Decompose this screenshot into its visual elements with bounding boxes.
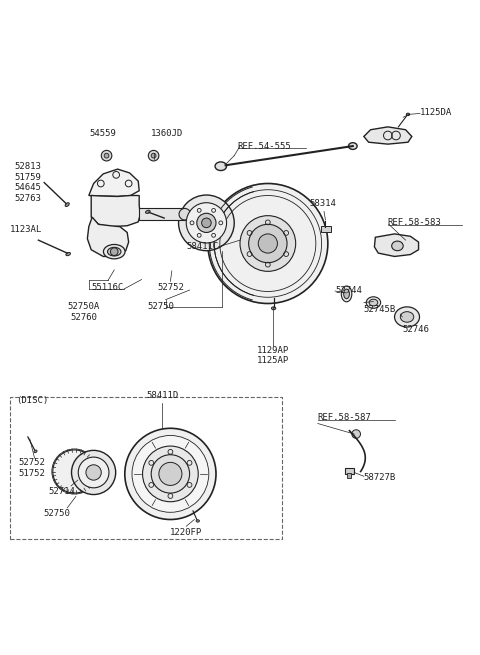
Ellipse shape [369, 299, 378, 306]
Text: 52752: 52752 [157, 284, 184, 292]
Ellipse shape [348, 143, 357, 149]
Circle shape [125, 428, 216, 519]
Circle shape [78, 457, 109, 488]
Ellipse shape [341, 286, 352, 302]
Circle shape [197, 214, 216, 233]
Text: 52813
51759
54645
52763: 52813 51759 54645 52763 [14, 162, 41, 203]
Circle shape [132, 436, 209, 512]
Circle shape [186, 202, 227, 243]
Circle shape [104, 153, 109, 158]
Text: 52752
51752: 52752 51752 [18, 458, 45, 477]
Text: 52746: 52746 [402, 326, 429, 335]
Circle shape [352, 430, 360, 438]
Text: 52744: 52744 [335, 286, 362, 295]
Text: 52750: 52750 [43, 509, 70, 518]
Text: REF.58-583: REF.58-583 [388, 218, 442, 227]
Text: 54559: 54559 [90, 129, 117, 138]
Circle shape [101, 151, 112, 161]
Circle shape [159, 462, 182, 485]
Ellipse shape [145, 210, 150, 214]
Circle shape [86, 465, 101, 480]
Polygon shape [364, 127, 412, 144]
Ellipse shape [108, 248, 121, 256]
Ellipse shape [392, 241, 403, 251]
Circle shape [151, 455, 190, 493]
Circle shape [148, 151, 159, 161]
Ellipse shape [400, 312, 414, 322]
Ellipse shape [66, 252, 71, 255]
Text: 58314: 58314 [309, 200, 336, 208]
Polygon shape [91, 195, 140, 227]
Text: 1125DA: 1125DA [420, 108, 452, 117]
Bar [347, 474, 351, 478]
Ellipse shape [34, 450, 37, 453]
Ellipse shape [344, 289, 349, 299]
Circle shape [179, 208, 191, 220]
Text: 58727B: 58727B [364, 473, 396, 482]
Circle shape [202, 218, 211, 228]
Bar [345, 468, 354, 474]
Text: 1220FP: 1220FP [170, 528, 203, 537]
Ellipse shape [104, 244, 125, 259]
Circle shape [240, 215, 296, 271]
Text: 58411D: 58411D [146, 392, 179, 400]
Text: 55116C: 55116C [92, 284, 124, 292]
Circle shape [258, 234, 277, 253]
Circle shape [208, 183, 328, 303]
Text: 52750: 52750 [147, 302, 174, 311]
Text: REF.54-555: REF.54-555 [238, 141, 291, 151]
Ellipse shape [215, 162, 227, 170]
Bar [139, 208, 185, 220]
Text: 1360JD: 1360JD [151, 129, 183, 138]
Ellipse shape [406, 113, 410, 115]
Text: 52745B: 52745B [364, 305, 396, 314]
Bar [321, 226, 331, 231]
Circle shape [143, 446, 198, 502]
Text: 52714: 52714 [48, 487, 75, 496]
Text: 52750A
52760: 52750A 52760 [68, 302, 100, 322]
Text: 1129AP
1125AP: 1129AP 1125AP [256, 346, 289, 365]
Polygon shape [374, 234, 419, 257]
Circle shape [72, 451, 116, 495]
Circle shape [110, 248, 118, 255]
Circle shape [53, 450, 96, 493]
Circle shape [249, 224, 287, 263]
Text: 1123AL: 1123AL [10, 225, 42, 234]
Text: (DISC): (DISC) [16, 396, 48, 405]
Ellipse shape [65, 203, 69, 206]
Ellipse shape [196, 519, 200, 522]
Text: 58411C: 58411C [186, 242, 218, 252]
Text: REF.58-587: REF.58-587 [318, 413, 372, 422]
Circle shape [151, 153, 156, 158]
Ellipse shape [395, 307, 420, 327]
Ellipse shape [271, 307, 276, 310]
Polygon shape [87, 217, 129, 257]
Ellipse shape [366, 297, 381, 309]
Circle shape [179, 195, 234, 251]
Polygon shape [89, 169, 139, 196]
